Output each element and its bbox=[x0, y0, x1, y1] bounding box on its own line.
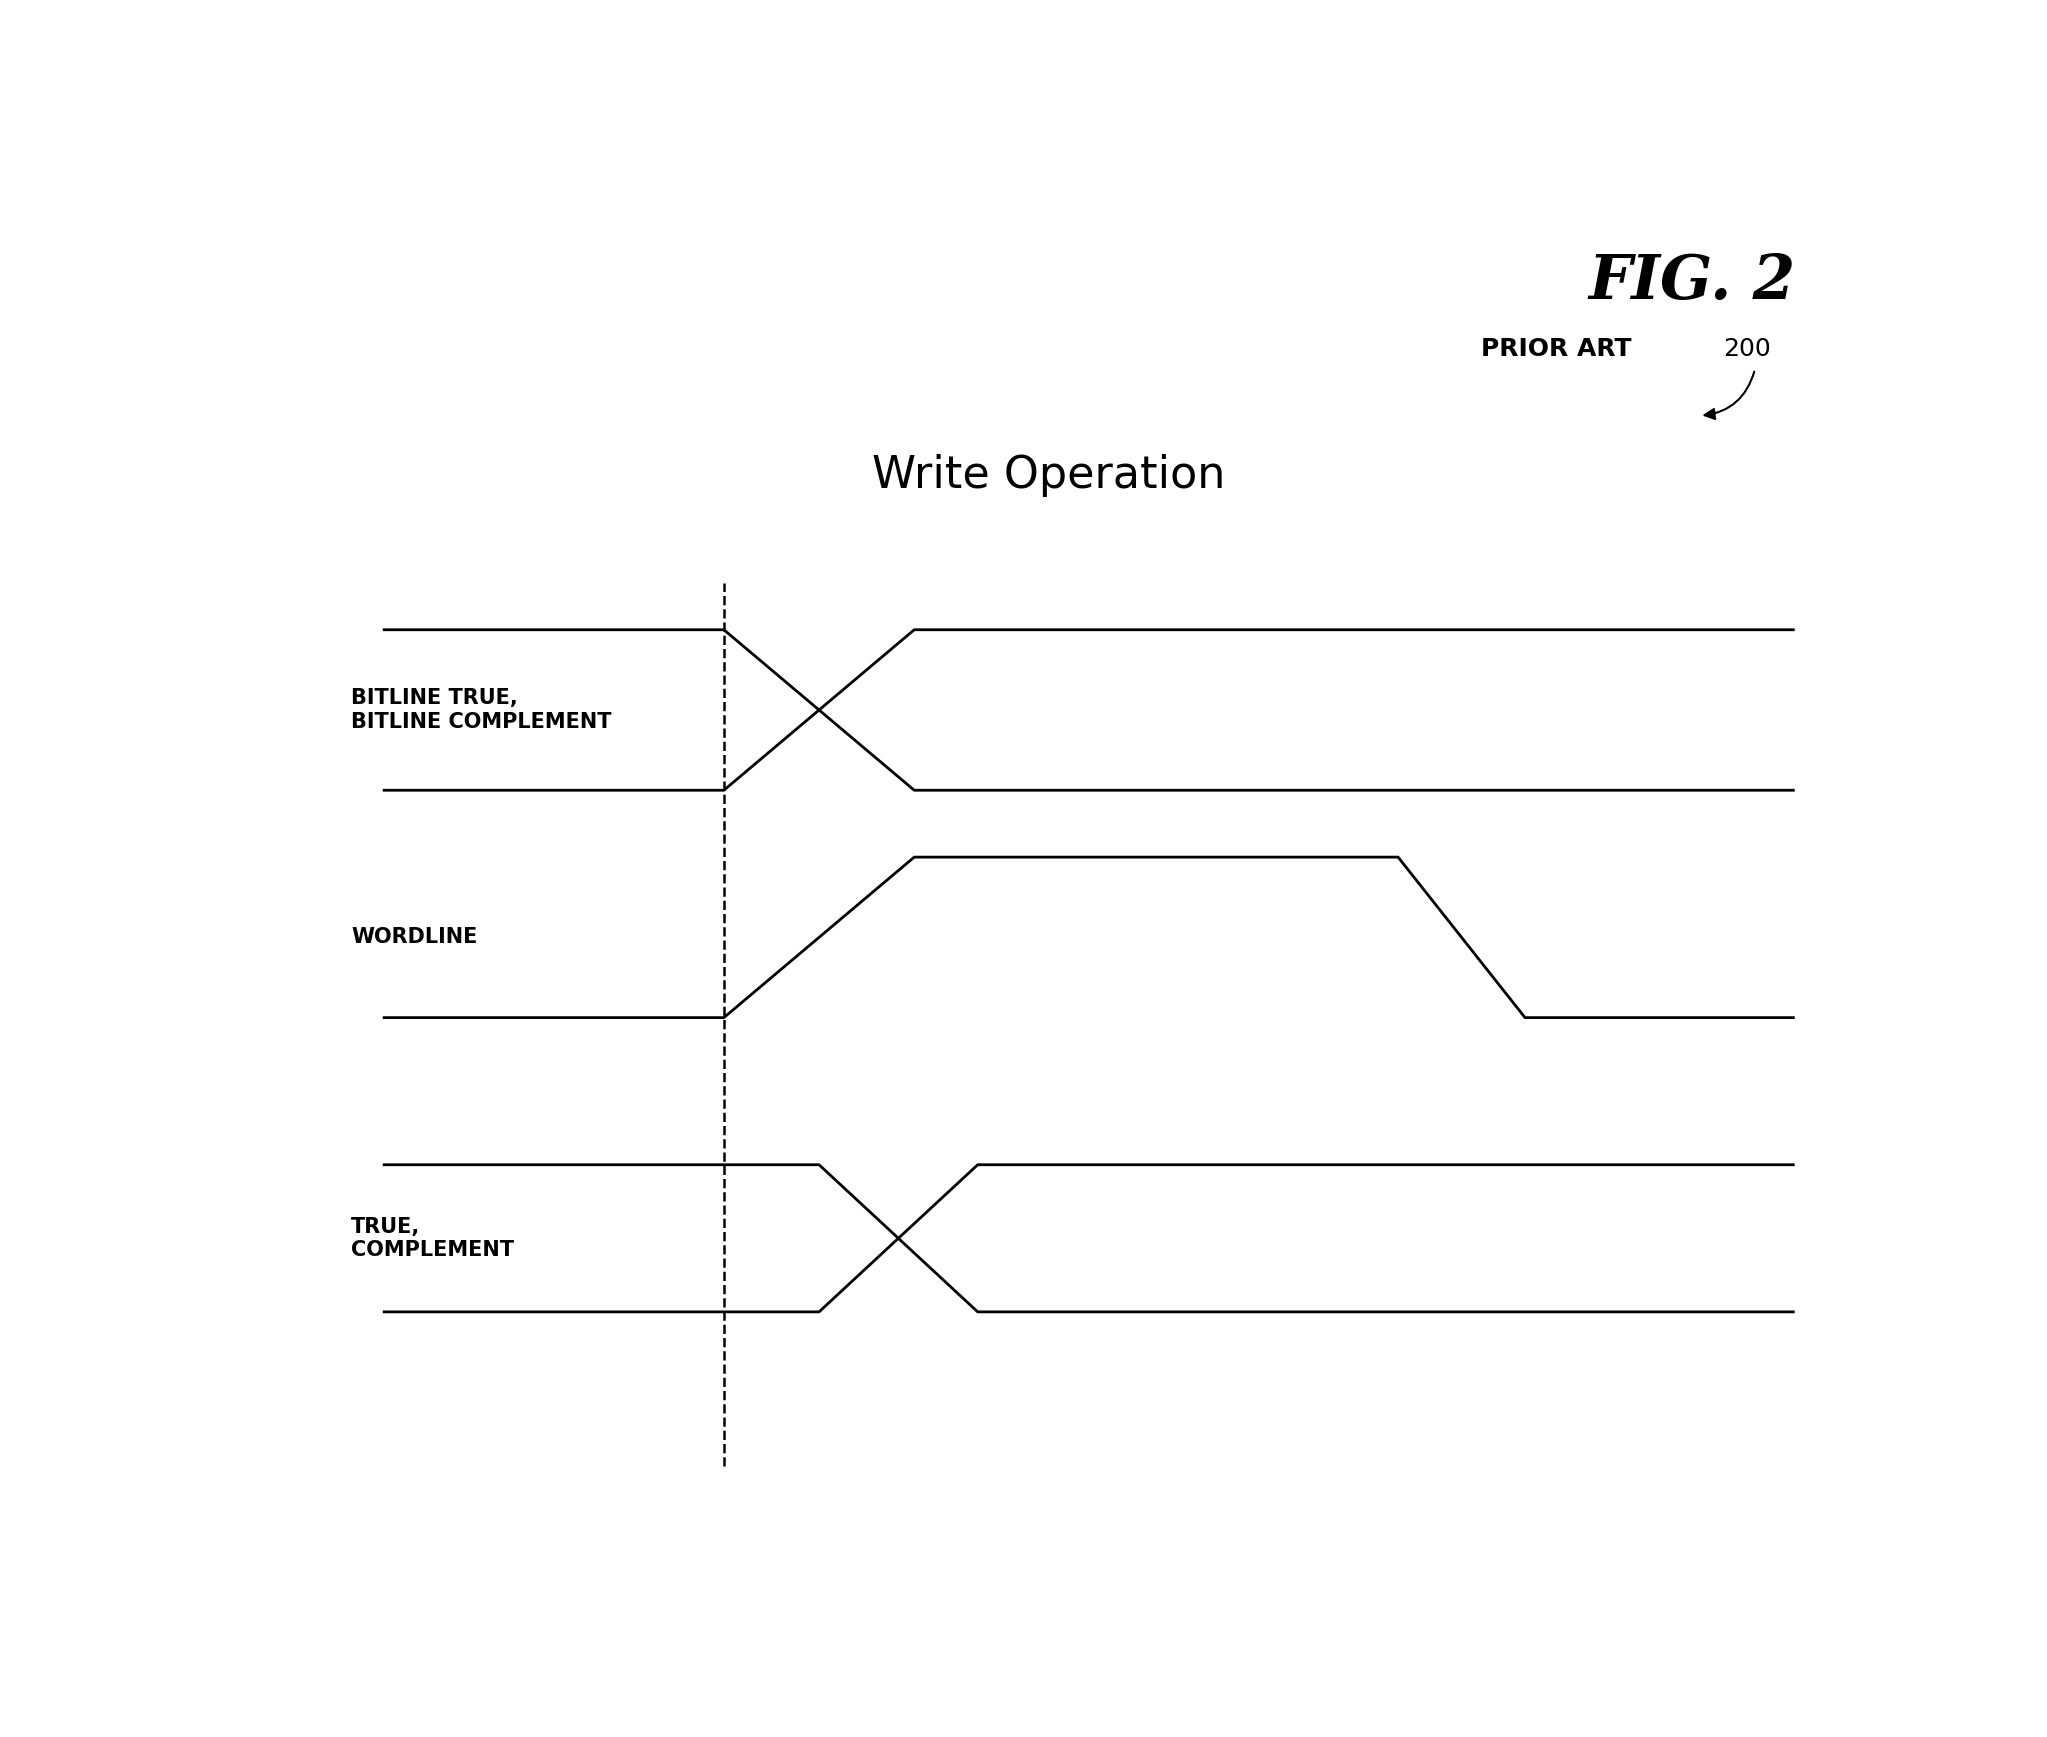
Text: Write Operation: Write Operation bbox=[872, 455, 1226, 497]
Text: 200: 200 bbox=[1724, 337, 1771, 361]
Text: BITLINE TRUE,
BITLINE COMPLEMENT: BITLINE TRUE, BITLINE COMPLEMENT bbox=[352, 688, 612, 731]
Text: FIG. 2: FIG. 2 bbox=[1588, 252, 1795, 313]
Text: PRIOR ART: PRIOR ART bbox=[1482, 337, 1631, 361]
Text: WORDLINE: WORDLINE bbox=[352, 928, 477, 947]
Text: TRUE,
COMPLEMENT: TRUE, COMPLEMENT bbox=[352, 1216, 514, 1259]
